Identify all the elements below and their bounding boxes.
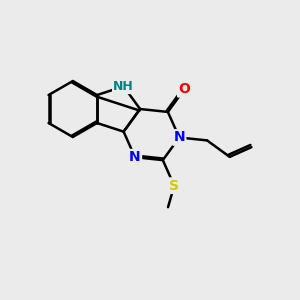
Text: O: O: [178, 82, 190, 96]
Text: N: N: [173, 130, 185, 145]
Text: N: N: [129, 150, 141, 164]
Text: S: S: [169, 179, 179, 193]
Text: NH: NH: [113, 80, 134, 93]
